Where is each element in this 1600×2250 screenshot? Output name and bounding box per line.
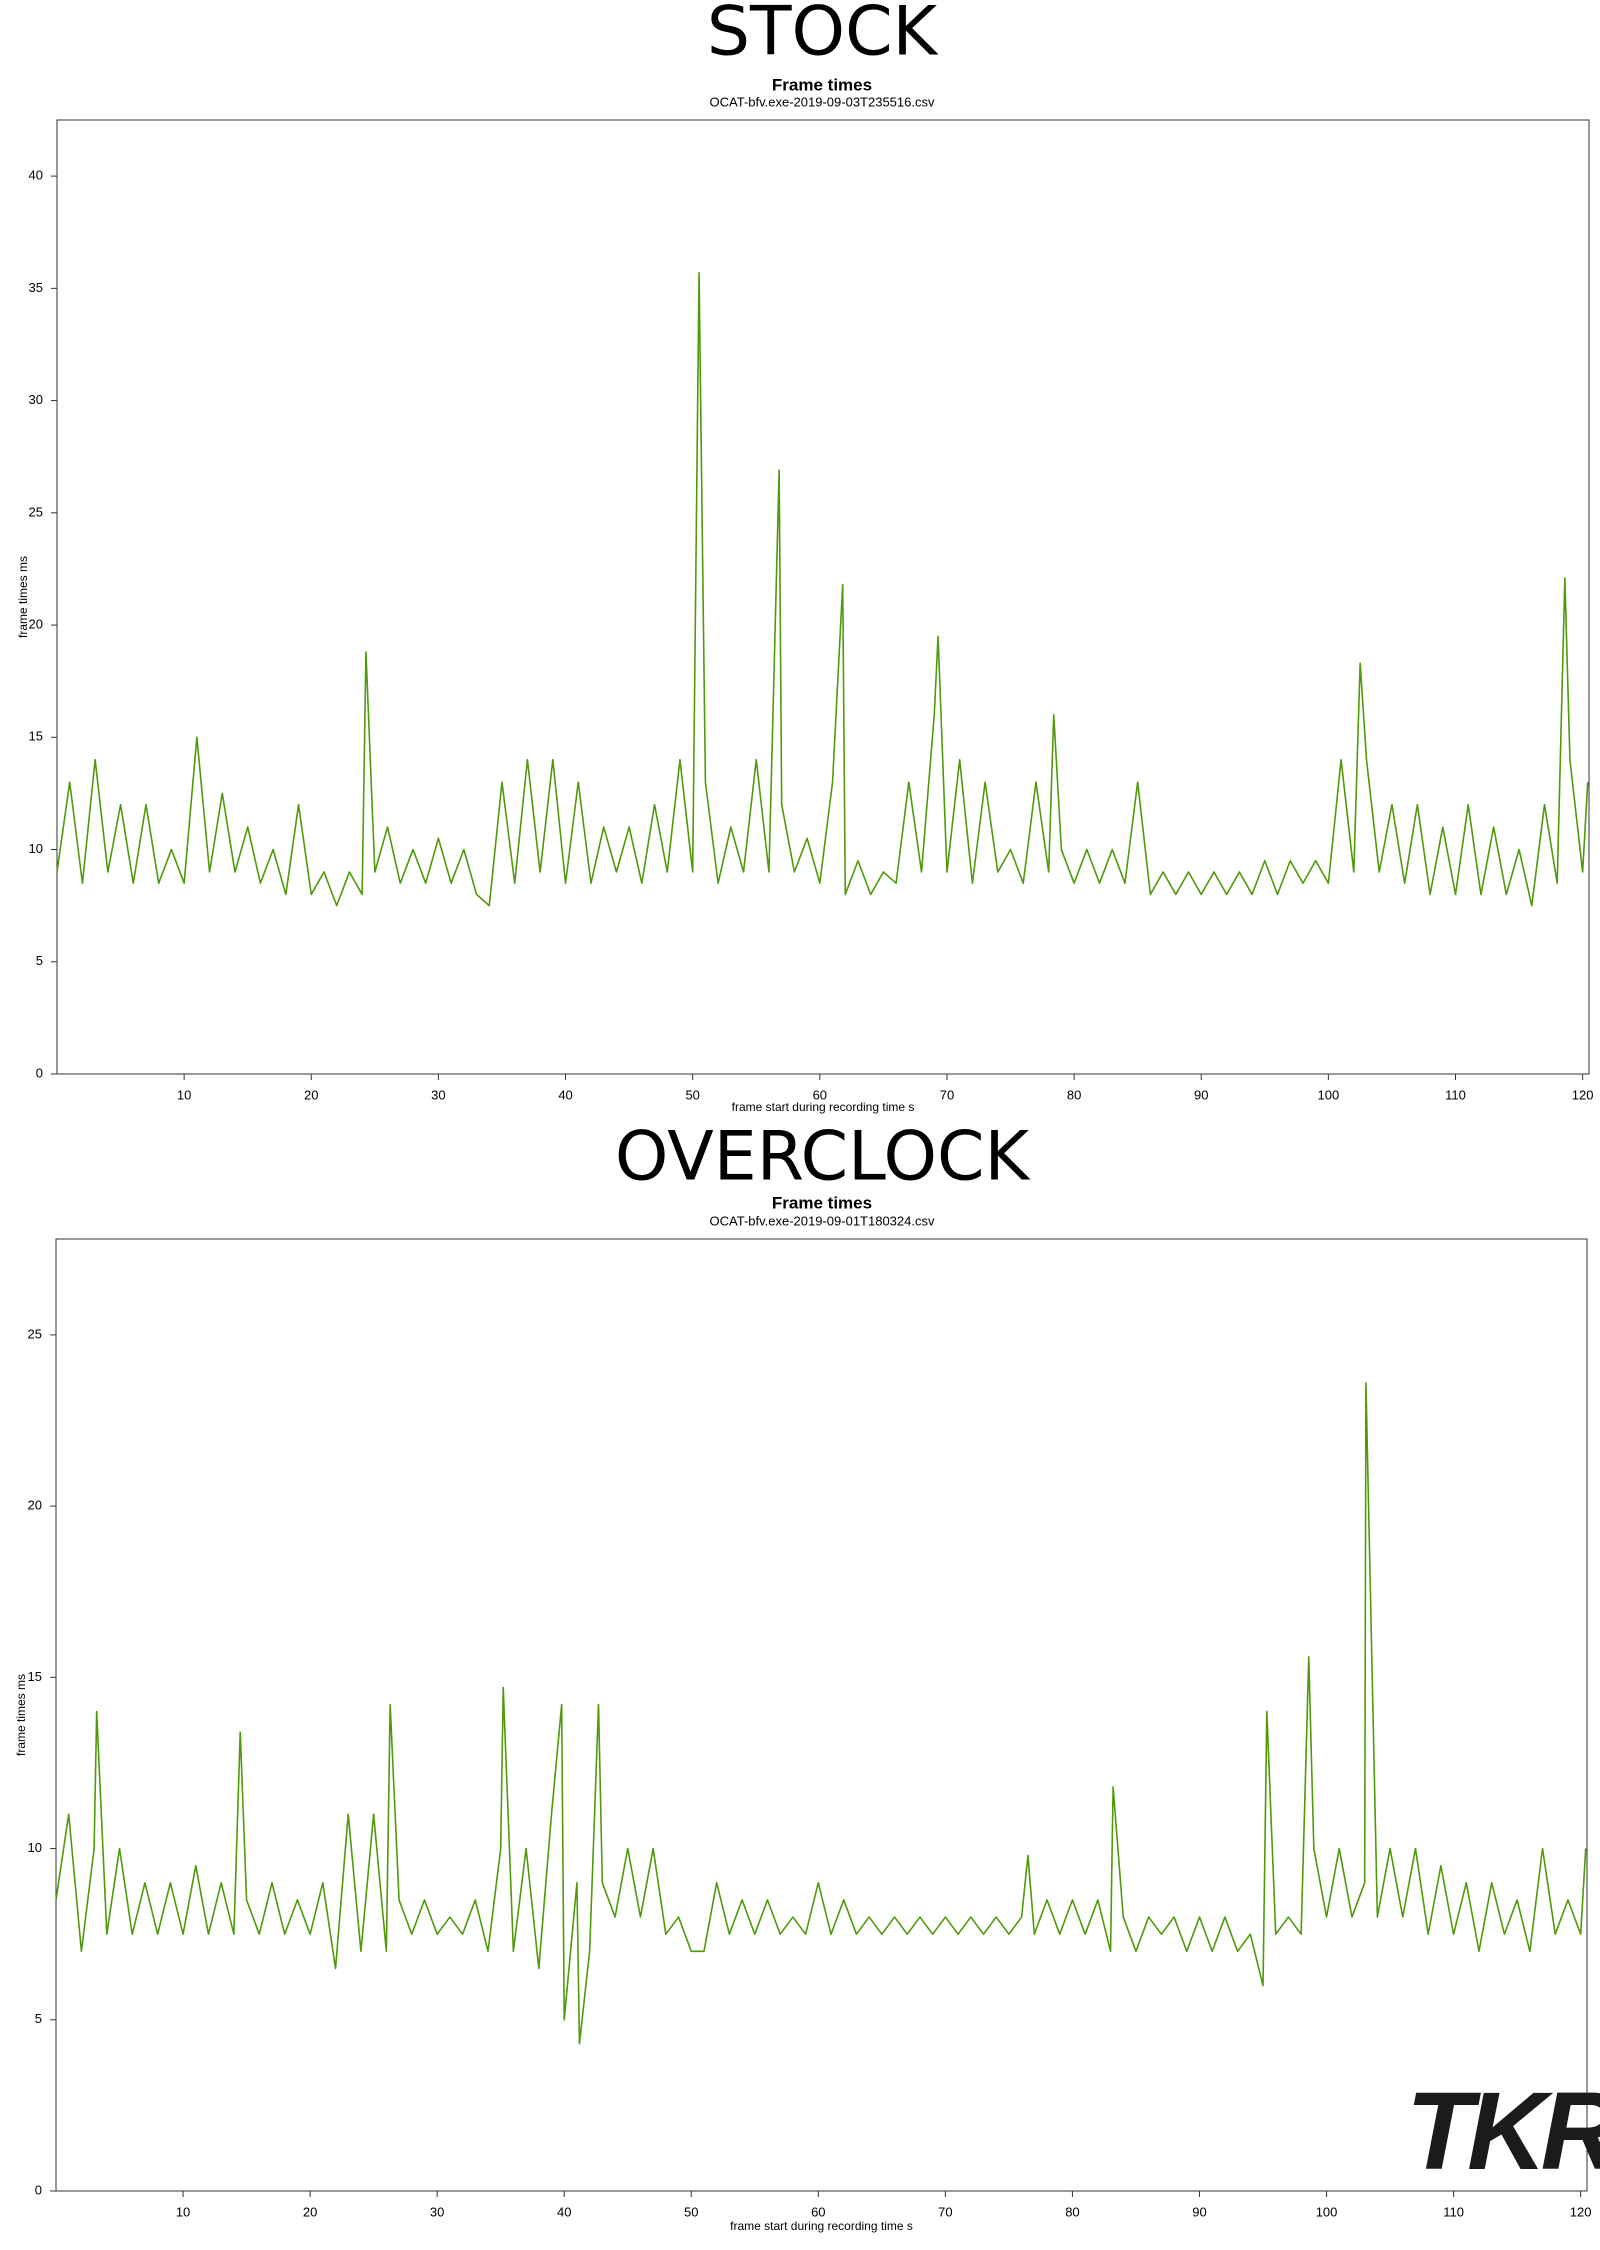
x-tick-label: 20: [304, 1087, 318, 1102]
x-tick-label: 50: [685, 1087, 699, 1102]
y-tick-label: 25: [28, 1326, 42, 1341]
y-tick-label: 15: [29, 729, 43, 744]
x-tick-label: 30: [430, 2204, 444, 2219]
y-axis-label: frame times ms: [14, 1674, 28, 1756]
x-tick-label: 30: [431, 1087, 445, 1102]
y-tick-label: 40: [29, 168, 43, 183]
plot-frame: [55, 1238, 1588, 2192]
x-tick-label: 120: [1570, 2204, 1592, 2219]
y-tick-label: 10: [28, 1840, 42, 1855]
x-tick-label: 80: [1067, 1087, 1081, 1102]
x-tick-label: 40: [557, 2204, 571, 2219]
x-tick-label: 100: [1316, 2204, 1338, 2219]
y-tick-label: 20: [28, 1498, 42, 1513]
frame-time-line: [56, 271, 1589, 907]
x-tick-label: 110: [1445, 1087, 1466, 1102]
x-tick-label: 80: [1065, 2204, 1079, 2219]
y-tick-label: 15: [28, 1669, 42, 1684]
y-tick-label: 5: [36, 953, 43, 968]
chart-subtitle: OCAT-bfv.exe-2019-09-01T180324.csv: [710, 1213, 935, 1228]
x-axis-label: frame start during recording time s: [732, 1100, 915, 1114]
x-tick-label: 100: [1318, 1087, 1340, 1102]
y-tick-label: 35: [29, 280, 43, 295]
x-tick-label: 120: [1572, 1087, 1594, 1102]
y-tick-label: 0: [36, 1065, 43, 1080]
x-tick-label: 20: [303, 2204, 317, 2219]
x-tick-label: 50: [684, 2204, 698, 2219]
chart-title: Frame times: [772, 1193, 872, 1212]
y-tick-label: 20: [29, 616, 43, 631]
y-tick-label: 0: [35, 2182, 42, 2197]
x-tick-label: 40: [558, 1087, 572, 1102]
chart-subtitle: OCAT-bfv.exe-2019-09-03T235516.csv: [710, 94, 935, 109]
chart-heading: STOCK: [707, 0, 940, 72]
frame-time-line: [55, 1382, 1587, 2045]
x-tick-label: 110: [1443, 2204, 1464, 2219]
y-tick-label: 30: [29, 392, 43, 407]
x-axis-label: frame start during recording time s: [730, 2219, 913, 2233]
y-tick-label: 10: [29, 841, 43, 856]
x-tick-label: 60: [813, 1087, 827, 1102]
x-tick-label: 10: [176, 2204, 190, 2219]
x-tick-label: 90: [1192, 2204, 1206, 2219]
x-tick-label: 10: [177, 1087, 191, 1102]
plot-frame: [56, 119, 1590, 1075]
x-tick-label: 90: [1194, 1087, 1208, 1102]
x-tick-label: 70: [938, 2204, 952, 2219]
y-axis-label: frame times ms: [16, 556, 30, 638]
x-tick-label: 60: [811, 2204, 825, 2219]
logo: TKR: [1406, 2070, 1600, 2193]
y-tick-label: 5: [35, 2011, 42, 2026]
x-tick-label: 70: [940, 1087, 954, 1102]
chart-title: Frame times: [772, 75, 872, 94]
y-tick-label: 25: [29, 504, 43, 519]
chart-heading: OVERCLOCK: [615, 1118, 1032, 1197]
